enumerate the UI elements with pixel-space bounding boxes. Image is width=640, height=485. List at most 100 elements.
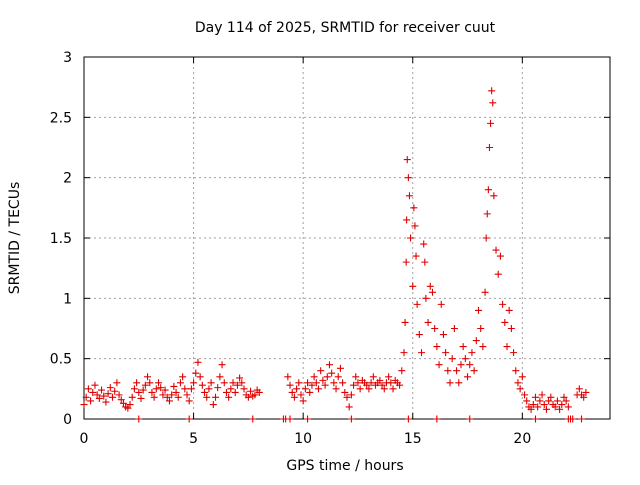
data-point bbox=[489, 99, 497, 107]
data-point bbox=[505, 306, 513, 314]
data-point bbox=[93, 391, 101, 399]
data-point bbox=[240, 385, 248, 393]
data-point bbox=[89, 388, 97, 396]
data-point bbox=[183, 391, 191, 399]
data-point bbox=[106, 384, 114, 392]
data-point bbox=[133, 379, 141, 387]
data-point bbox=[475, 306, 482, 314]
data-point bbox=[461, 355, 469, 363]
data-point bbox=[405, 192, 413, 200]
data-point bbox=[582, 388, 590, 396]
data-point bbox=[536, 397, 544, 405]
data-point bbox=[496, 252, 504, 260]
data-point bbox=[308, 381, 316, 389]
data-point bbox=[521, 391, 529, 399]
data-point bbox=[87, 397, 95, 405]
data-point bbox=[216, 373, 224, 381]
data-point bbox=[468, 349, 476, 357]
data-point bbox=[190, 379, 198, 387]
data-point bbox=[547, 393, 555, 401]
data-point bbox=[288, 388, 296, 396]
x-tick-label: 20 bbox=[513, 431, 531, 447]
data-point bbox=[487, 119, 495, 127]
data-point bbox=[435, 361, 443, 369]
data-point bbox=[420, 240, 428, 248]
data-point bbox=[139, 386, 147, 394]
data-point bbox=[113, 379, 121, 387]
data-point bbox=[470, 367, 478, 375]
data-point bbox=[196, 373, 204, 381]
data-point bbox=[185, 397, 193, 405]
data-point bbox=[433, 343, 441, 351]
data-point bbox=[492, 246, 500, 254]
data-point bbox=[155, 379, 163, 387]
data-point bbox=[499, 300, 507, 308]
data-point bbox=[448, 355, 456, 363]
chart-title: Day 114 of 2025, SRMTID for receiver cuu… bbox=[195, 20, 496, 36]
data-point bbox=[286, 381, 294, 389]
data-point bbox=[115, 391, 123, 399]
data-point bbox=[444, 367, 452, 375]
data-point bbox=[540, 401, 548, 409]
data-point bbox=[82, 393, 90, 401]
data-point bbox=[516, 385, 524, 393]
data-point bbox=[356, 385, 364, 393]
data-point bbox=[325, 361, 333, 369]
x-axis-label: GPS time / hours bbox=[286, 458, 403, 474]
data-point bbox=[466, 361, 474, 369]
axis-ticks: 0 5 10 15 20 0 0.5 1 1.5 2 2.5 3 bbox=[50, 50, 610, 447]
data-point bbox=[141, 381, 149, 389]
data-point bbox=[341, 388, 349, 396]
data-point bbox=[172, 388, 180, 396]
data-point bbox=[402, 258, 410, 266]
data-point bbox=[527, 405, 535, 413]
data-point bbox=[130, 385, 138, 393]
data-point bbox=[80, 401, 88, 409]
data-point bbox=[225, 393, 233, 401]
data-point bbox=[421, 258, 429, 266]
data-point bbox=[220, 379, 228, 387]
data-point bbox=[91, 381, 99, 389]
data-point bbox=[319, 376, 327, 384]
data-point bbox=[510, 349, 518, 357]
data-point bbox=[117, 396, 125, 404]
data-point bbox=[409, 282, 417, 290]
data-point bbox=[531, 415, 539, 423]
data-point bbox=[376, 376, 384, 384]
data-point bbox=[433, 415, 441, 423]
x-tick-label: 0 bbox=[80, 431, 89, 447]
y-tick-label: 2.5 bbox=[50, 110, 72, 126]
data-point bbox=[304, 415, 312, 423]
data-point bbox=[336, 364, 344, 372]
data-point bbox=[345, 403, 353, 411]
data-point bbox=[437, 300, 445, 308]
data-point bbox=[339, 379, 347, 387]
data-point bbox=[514, 379, 522, 387]
data-point bbox=[401, 318, 409, 326]
data-point bbox=[413, 300, 421, 308]
data-point bbox=[332, 385, 340, 393]
data-point bbox=[102, 398, 110, 406]
y-tick-label: 2 bbox=[63, 171, 72, 187]
data-point bbox=[98, 386, 106, 394]
data-point bbox=[484, 186, 492, 194]
data-point bbox=[482, 234, 490, 242]
data-point bbox=[464, 373, 472, 381]
data-point bbox=[407, 234, 415, 242]
data-point bbox=[553, 397, 561, 405]
data-point bbox=[410, 204, 418, 212]
data-point bbox=[119, 399, 127, 407]
data-point bbox=[442, 349, 450, 357]
data-point bbox=[187, 385, 195, 393]
y-tick-label: 1 bbox=[63, 291, 72, 307]
data-point bbox=[229, 379, 237, 387]
data-point bbox=[490, 192, 498, 200]
data-point bbox=[284, 373, 292, 381]
data-point bbox=[317, 367, 325, 375]
data-point bbox=[286, 415, 294, 423]
data-point bbox=[297, 391, 305, 399]
data-point bbox=[150, 393, 158, 401]
y-tick-label: 0 bbox=[63, 412, 72, 428]
data-point bbox=[545, 397, 553, 405]
data-point bbox=[159, 391, 167, 399]
